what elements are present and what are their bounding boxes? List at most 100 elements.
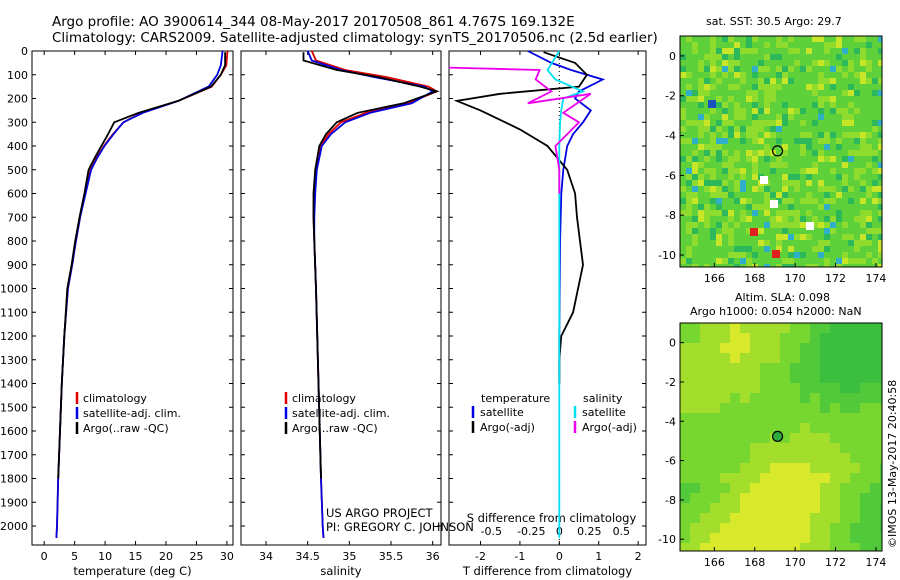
map-cell bbox=[704, 246, 710, 252]
map-cell bbox=[806, 84, 812, 90]
map-cell bbox=[810, 533, 820, 543]
map-cell bbox=[812, 186, 818, 192]
map-cell bbox=[710, 433, 720, 443]
map-cell bbox=[700, 333, 710, 343]
map-cell bbox=[860, 343, 870, 353]
map-cell bbox=[820, 473, 830, 483]
map-cell bbox=[734, 36, 740, 42]
map-cell bbox=[780, 433, 790, 443]
map-cell bbox=[818, 246, 824, 252]
map-cell bbox=[842, 240, 848, 246]
map-cell bbox=[722, 198, 728, 204]
map-cell bbox=[860, 162, 866, 168]
map-cell bbox=[830, 228, 836, 234]
map-cell bbox=[866, 42, 872, 48]
map-cell bbox=[800, 258, 806, 264]
map-cell bbox=[878, 210, 882, 216]
map-cell bbox=[878, 180, 882, 186]
map-cell bbox=[820, 343, 830, 353]
map-cell bbox=[810, 473, 820, 483]
map-cell bbox=[794, 108, 800, 114]
map-cell bbox=[794, 252, 800, 258]
map-cell bbox=[818, 54, 824, 60]
map-cell bbox=[840, 393, 850, 403]
map-cell bbox=[698, 252, 704, 258]
map-cell bbox=[690, 453, 700, 463]
map-cell bbox=[740, 473, 750, 483]
map-cell bbox=[854, 156, 860, 162]
map-cell bbox=[692, 234, 698, 240]
map-cell bbox=[750, 493, 760, 503]
map-cell bbox=[806, 54, 812, 60]
map-cell bbox=[770, 323, 780, 333]
map-cell bbox=[800, 463, 810, 473]
map-cell bbox=[854, 66, 860, 72]
map-cell bbox=[880, 363, 882, 373]
map-cell bbox=[690, 423, 700, 433]
map-cell bbox=[734, 198, 740, 204]
map-cell bbox=[710, 120, 716, 126]
map-cell bbox=[836, 198, 842, 204]
map-cell bbox=[716, 102, 722, 108]
map-cell bbox=[830, 174, 836, 180]
map-cell bbox=[872, 126, 878, 132]
map-cell bbox=[716, 180, 722, 186]
map-cell bbox=[878, 48, 882, 54]
map-cell bbox=[680, 443, 690, 453]
map-cell bbox=[860, 246, 866, 252]
map-cell bbox=[700, 423, 710, 433]
map-cell bbox=[710, 174, 716, 180]
map-cell bbox=[880, 453, 882, 463]
map-cell bbox=[750, 423, 760, 433]
map-cell bbox=[800, 114, 806, 120]
map-cell bbox=[782, 198, 788, 204]
map-cell bbox=[722, 156, 728, 162]
map-cell bbox=[824, 72, 830, 78]
map-cell bbox=[680, 363, 690, 373]
map-cell bbox=[730, 333, 740, 343]
map-cell bbox=[830, 90, 836, 96]
map-cell bbox=[750, 513, 760, 523]
map-cell bbox=[866, 252, 872, 258]
map-cell bbox=[770, 114, 776, 120]
map-cell bbox=[692, 162, 698, 168]
map-cell bbox=[866, 216, 872, 222]
map-cell bbox=[692, 108, 698, 114]
y-tick-label: -10 bbox=[658, 533, 676, 546]
map-cell bbox=[872, 54, 878, 60]
map-cell bbox=[780, 383, 790, 393]
map-cell bbox=[770, 36, 776, 42]
map-cell bbox=[758, 168, 764, 174]
map-cell bbox=[788, 204, 794, 210]
map-cell bbox=[788, 102, 794, 108]
map-cell bbox=[686, 234, 692, 240]
map-cell bbox=[710, 84, 716, 90]
map-cell bbox=[872, 144, 878, 150]
map-cell bbox=[740, 150, 746, 156]
map-cell bbox=[788, 120, 794, 126]
map-cell bbox=[848, 54, 854, 60]
map-cell bbox=[698, 138, 704, 144]
map-cell bbox=[836, 150, 842, 156]
map-cell bbox=[722, 126, 728, 132]
map-cell bbox=[820, 433, 830, 443]
map-cell bbox=[686, 150, 692, 156]
map-cell bbox=[812, 90, 818, 96]
map-cell bbox=[752, 102, 758, 108]
map-cell bbox=[880, 353, 882, 363]
x-tick-label: 5 bbox=[71, 550, 78, 563]
map-cell bbox=[720, 413, 730, 423]
map-cell bbox=[764, 138, 770, 144]
map-cell bbox=[680, 54, 686, 60]
map-cell bbox=[840, 543, 850, 551]
map-cell bbox=[734, 168, 740, 174]
map-cell bbox=[790, 463, 800, 473]
map-cell bbox=[760, 333, 770, 343]
header-line-2: Climatology: CARS2009. Satellite-adjuste… bbox=[52, 30, 658, 46]
map-cell bbox=[728, 228, 734, 234]
map-cell bbox=[870, 463, 880, 473]
map-cell bbox=[720, 373, 730, 383]
map-cell bbox=[878, 78, 882, 84]
map-cell bbox=[692, 222, 698, 228]
map-cell bbox=[734, 108, 740, 114]
